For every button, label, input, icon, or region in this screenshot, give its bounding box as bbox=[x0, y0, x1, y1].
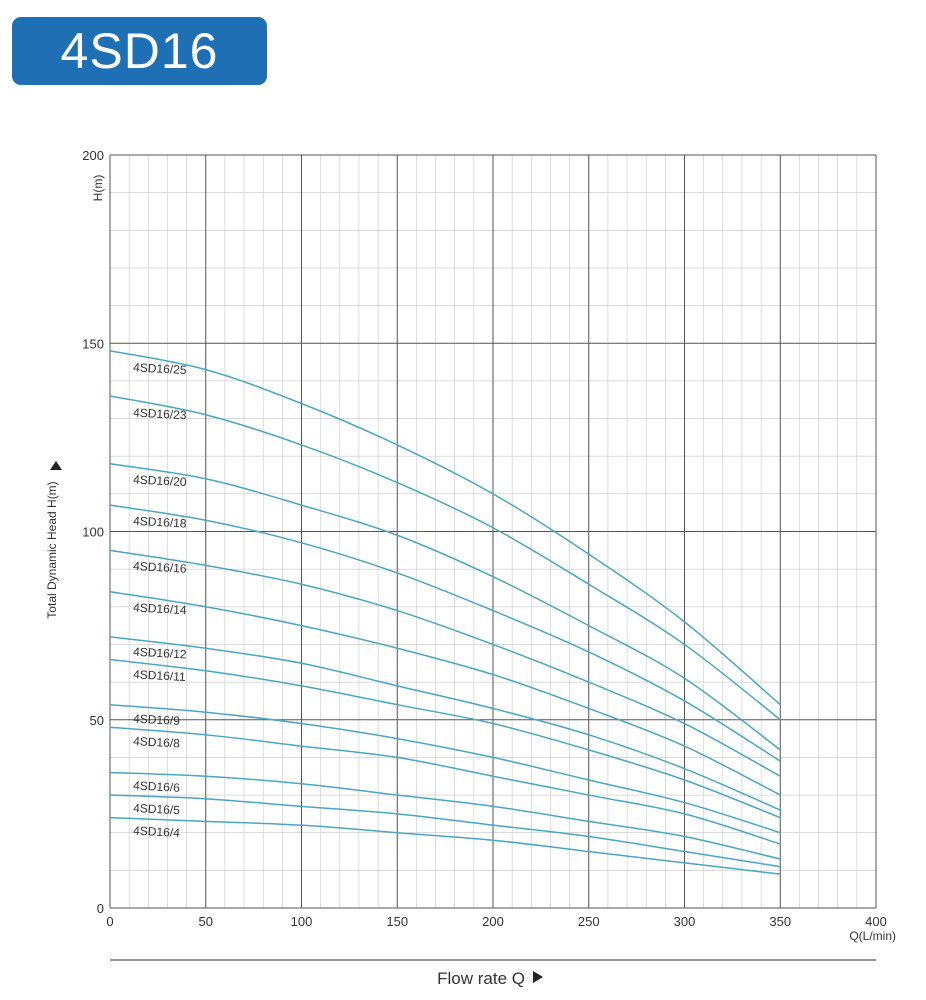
x-tick-label: 300 bbox=[674, 914, 696, 929]
series-label: 4SD16/25 bbox=[133, 360, 187, 377]
x-tick-label: 400 bbox=[865, 914, 887, 929]
series-label: 4SD16/8 bbox=[133, 734, 181, 750]
x-tick-label: 0 bbox=[106, 914, 113, 929]
series-labels: 4SD16/25 4SD16/23 4SD16/20 4SD16/18 4SD16/16… bbox=[133, 360, 187, 840]
series-line bbox=[109, 726, 781, 845]
series-label: 4SD16/9 bbox=[133, 712, 181, 728]
series-label: 4SD16/12 bbox=[133, 645, 187, 662]
series-line bbox=[109, 350, 781, 706]
x-tick-label: 50 bbox=[199, 914, 213, 929]
y-tick-label: 200 bbox=[82, 148, 104, 163]
series-line bbox=[109, 771, 781, 860]
x-unit-label: Q(L/min) bbox=[849, 929, 896, 943]
major-gridlines bbox=[109, 154, 877, 909]
series-label: 4SD16/14 bbox=[133, 600, 187, 617]
y-tick-label: 0 bbox=[97, 901, 104, 916]
series-label: 4SD16/11 bbox=[133, 667, 186, 684]
series-label: 4SD16/5 bbox=[133, 801, 181, 817]
series-line bbox=[109, 549, 781, 777]
series-line bbox=[109, 658, 781, 819]
chart-title-badge: 4SD16 bbox=[12, 17, 267, 85]
y-tick-labels: 0 50 100 150 200 bbox=[82, 148, 104, 916]
x-tick-labels: 0 50 100 150 200 250 300 350 400 bbox=[106, 914, 886, 929]
x-axis-arrow-icon bbox=[533, 971, 543, 983]
series-line bbox=[109, 636, 781, 811]
x-tick-label: 150 bbox=[386, 914, 408, 929]
series-line bbox=[109, 794, 781, 868]
series-line bbox=[109, 395, 781, 721]
x-axis-label: Flow rate Q bbox=[437, 969, 525, 988]
series-line bbox=[109, 703, 781, 834]
y-tick-label: 150 bbox=[82, 336, 104, 351]
y-tick-label: 50 bbox=[90, 713, 104, 728]
series-line bbox=[109, 590, 781, 796]
x-tick-label: 250 bbox=[578, 914, 600, 929]
x-tick-label: 350 bbox=[769, 914, 791, 929]
y-axis-label: Total Dynamic Head H(m) bbox=[45, 481, 59, 618]
y-tick-label: 100 bbox=[82, 525, 104, 540]
series-line bbox=[109, 504, 781, 762]
series-label: 4SD16/18 bbox=[133, 514, 187, 531]
x-tick-label: 100 bbox=[291, 914, 313, 929]
series-lines bbox=[109, 350, 781, 875]
y-axis-arrow-icon bbox=[50, 461, 62, 470]
series-label: 4SD16/6 bbox=[133, 778, 181, 794]
series-label: 4SD16/16 bbox=[133, 559, 187, 576]
series-label: 4SD16/4 bbox=[133, 824, 181, 840]
series-line bbox=[109, 816, 781, 875]
series-label: 4SD16/23 bbox=[133, 405, 187, 422]
series-label: 4SD16/20 bbox=[133, 472, 187, 489]
chart-title: 4SD16 bbox=[60, 23, 219, 79]
series-line bbox=[109, 462, 781, 751]
y-unit-label: H(m) bbox=[91, 175, 105, 202]
x-tick-label: 200 bbox=[482, 914, 504, 929]
